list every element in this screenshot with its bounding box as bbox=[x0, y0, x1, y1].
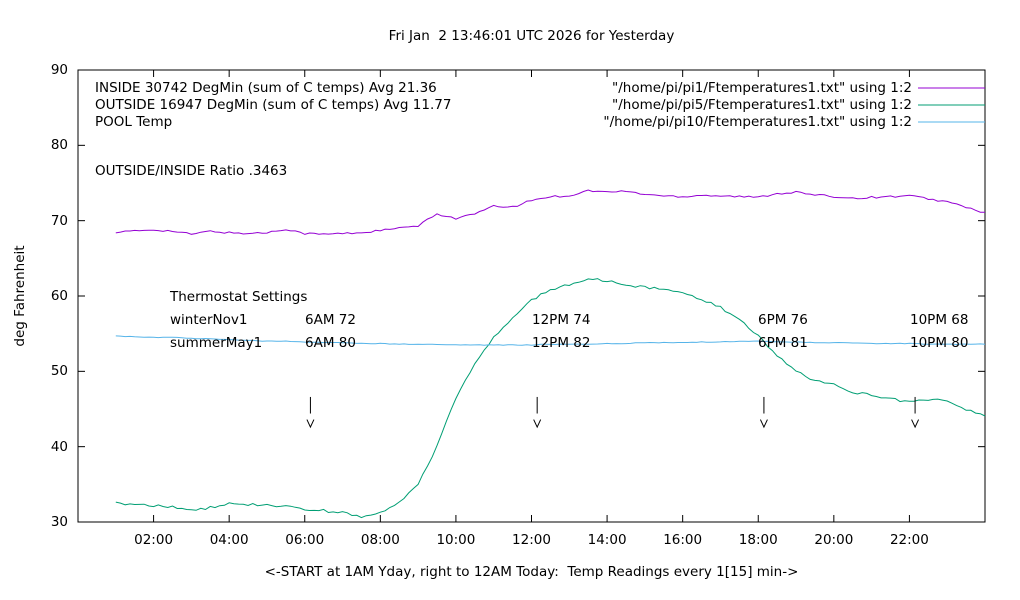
thermostat-winter-10pm: 10PM 68 bbox=[910, 312, 969, 328]
x-tick-label: 18:00 bbox=[738, 532, 778, 548]
legend-label-outside: OUTSIDE 16947 DegMin (sum of C temps) Av… bbox=[95, 97, 452, 113]
thermostat-title: Thermostat Settings bbox=[170, 289, 308, 305]
ratio-label: OUTSIDE/INSIDE Ratio .3463 bbox=[95, 163, 288, 179]
x-tick-label: 12:00 bbox=[512, 532, 551, 548]
chart-title: Fri Jan 2 13:46:01 UTC 2026 for Yesterda… bbox=[388, 28, 675, 44]
x-tick-label: 06:00 bbox=[285, 532, 325, 548]
arrow-head-icon bbox=[306, 419, 315, 429]
x-tick-label: 02:00 bbox=[134, 532, 174, 548]
y-tick-label: 30 bbox=[50, 514, 68, 530]
thermostat-winter-season: winterNov1 bbox=[170, 312, 248, 328]
y-tick-label: 80 bbox=[50, 137, 68, 154]
thermostat-summer-10pm: 10PM 80 bbox=[910, 335, 969, 351]
y-tick-label: 50 bbox=[50, 363, 68, 380]
legend-file-inside: "/home/pi/pi1/Ftemperatures1.txt" using … bbox=[612, 80, 912, 96]
x-tick-label: 04:00 bbox=[209, 532, 249, 548]
x-tick-label: 22:00 bbox=[889, 532, 929, 548]
x-tick-label: 16:00 bbox=[663, 532, 703, 548]
arrow-head-icon bbox=[911, 419, 920, 429]
arrow-head-icon bbox=[533, 419, 542, 429]
x-axis-label: <-START at 1AM Yday, right to 12AM Today… bbox=[264, 564, 799, 580]
y-tick-label: 60 bbox=[50, 288, 68, 304]
thermostat-summer-season: summerMay1 bbox=[170, 335, 263, 351]
legend-file-pool: "/home/pi/pi10/Ftemperatures1.txt" using… bbox=[603, 114, 912, 130]
thermostat-summer-6am: 6AM 80 bbox=[305, 335, 356, 351]
x-tick-label: 08:00 bbox=[360, 532, 400, 548]
thermostat-summer-12pm: 12PM 82 bbox=[532, 335, 591, 351]
x-tick-label: 20:00 bbox=[814, 532, 854, 548]
thermostat-summer-6pm: 6PM 81 bbox=[758, 335, 808, 351]
thermostat-winter-6am: 6AM 72 bbox=[305, 312, 356, 328]
inside-line bbox=[115, 189, 985, 235]
y-tick-label: 90 bbox=[50, 62, 68, 78]
x-tick-label: 14:00 bbox=[587, 532, 627, 548]
legend-label-pool: POOL Temp bbox=[95, 114, 173, 130]
arrow-head-icon bbox=[759, 419, 768, 429]
y-tick-label: 40 bbox=[50, 438, 68, 455]
y-tick-label: 70 bbox=[50, 212, 68, 229]
pool-line bbox=[115, 335, 986, 346]
x-tick-label: 10:00 bbox=[436, 532, 476, 548]
outside-line bbox=[115, 278, 986, 519]
legend-file-outside: "/home/pi/pi5/Ftemperatures1.txt" using … bbox=[612, 97, 912, 113]
thermostat-winter-6pm: 6PM 76 bbox=[758, 312, 808, 328]
legend-label-inside: INSIDE 30742 DegMin (sum of C temps) Avg… bbox=[95, 80, 437, 96]
thermostat-winter-12pm: 12PM 74 bbox=[532, 312, 591, 328]
